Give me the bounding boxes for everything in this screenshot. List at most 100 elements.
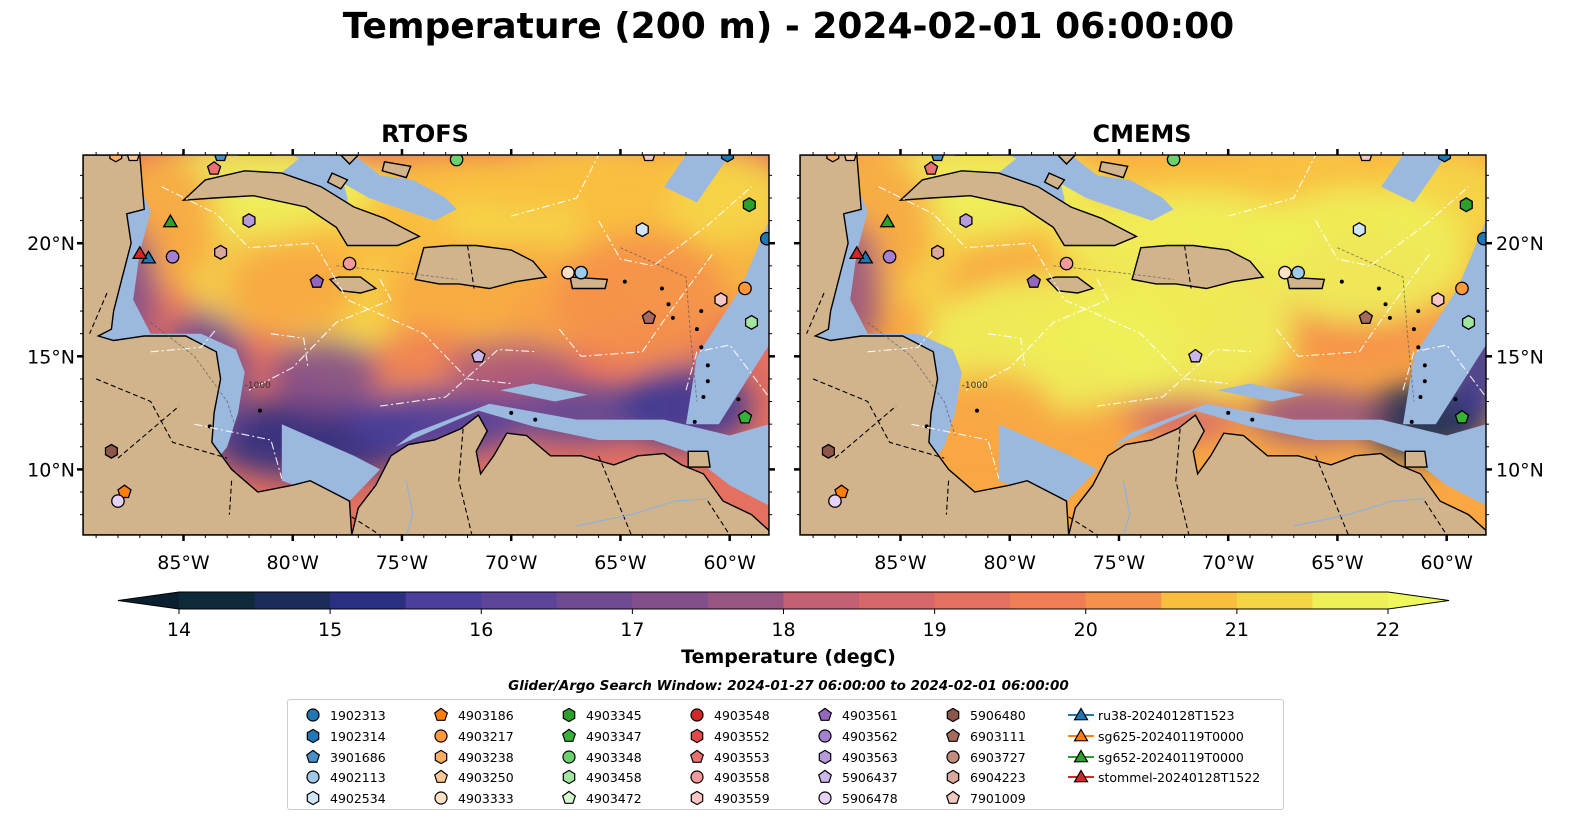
colorbar-tick-label: 18: [771, 619, 795, 641]
lon-tick-label: 85°W: [157, 552, 210, 574]
pentagon-marker-icon: [305, 749, 321, 763]
triangle-marker-icon: [1068, 707, 1094, 721]
obs-marker-6904223: [214, 244, 228, 260]
lat-tick-label: 10°N: [27, 459, 75, 481]
colorbar-bin: [254, 592, 331, 609]
land-mass: [800, 155, 1070, 535]
obs-marker-5906478: [111, 494, 125, 508]
obs-marker-4903345: [1459, 197, 1473, 213]
lon-tick-label: 65°W: [594, 552, 647, 574]
legend-item-label: 7901009: [970, 791, 1026, 807]
colorbar-bin: [1236, 592, 1314, 609]
obs-marker-sg652-20240119T0000: [879, 213, 896, 228]
obs-marker-4903186: [834, 484, 849, 499]
obs-marker-4902113: [574, 265, 588, 280]
obs-marker-5906480: [821, 443, 835, 459]
land-mass: [381, 160, 412, 179]
pentagon-marker-icon: [561, 790, 577, 805]
circle-marker-icon: [306, 770, 320, 784]
obs-marker-4903250: [126, 155, 140, 162]
colorbar-bin: [934, 592, 1011, 609]
obs-marker-stommel-20240128T1522: [848, 245, 865, 260]
land-mass: [414, 244, 548, 290]
obs-marker-4903186: [117, 484, 132, 499]
colorbar-tick-label: 17: [620, 619, 644, 641]
hexagon-marker-icon: [562, 707, 576, 723]
obs-marker-3901686: [214, 155, 228, 162]
legend-item-label: 4903250: [458, 770, 514, 786]
obs-marker-4903561: [309, 273, 325, 288]
land-mass: [1098, 160, 1129, 179]
obs-marker-1902314: [1437, 155, 1452, 163]
page-title: Temperature (200 m) - 2024-02-01 06:00:0…: [342, 6, 1235, 47]
pentagon-marker-icon: [817, 707, 833, 721]
obs-marker-4903553: [923, 160, 939, 175]
contour-label: -1000: [245, 381, 271, 391]
obs-marker-4903561: [1026, 273, 1042, 288]
map-panels: -1000 85°W 80°W 75°W 70°W 65°W 60°W 10°N 15°N 20°…: [27, 149, 1544, 574]
obs-marker-4903559: [714, 292, 728, 308]
land-mass: [1043, 172, 1066, 190]
obs-marker-1902314: [720, 155, 735, 163]
obs-marker-5906478: [828, 494, 842, 508]
legend-item-label: 4902534: [330, 791, 386, 807]
obs-marker-stommel-20240128T1522: [131, 245, 148, 260]
obs-marker-6904223: [931, 244, 945, 260]
legend-item-label: 4903217: [458, 728, 514, 744]
obs-marker-6903111: [641, 310, 657, 325]
legend-item-label: ru38-20240128T1523: [1098, 708, 1235, 723]
search-window-caption: Glider/Argo Search Window: 2024-01-27 06…: [508, 678, 1069, 694]
legend-item-label: 4903559: [714, 791, 770, 807]
obs-marker-4903562: [165, 249, 180, 264]
legend-item-label: 4903558: [714, 770, 770, 786]
triangle-marker-icon: [1068, 769, 1094, 783]
circle-marker-icon: [306, 708, 320, 722]
colorbar-bin: [1312, 592, 1389, 609]
land-mass: [1286, 276, 1326, 290]
lon-tick-label: 70°W: [485, 552, 538, 574]
land-mass: [326, 172, 349, 190]
colorbar-bin: [1010, 592, 1087, 609]
panel-title-cmems: CMEMS: [1092, 120, 1192, 148]
colorbar-bin: [481, 592, 558, 609]
colorbar-tick-label: 16: [469, 619, 493, 641]
legend-item-label: 4903345: [586, 708, 642, 723]
legend-item-label: 4903552: [714, 728, 770, 744]
land-mass: [1056, 155, 1077, 166]
land-mass: [1067, 414, 1486, 535]
contour-label: -1000: [962, 381, 988, 391]
land-mass: [83, 155, 353, 535]
lat-tick-label: 15°N: [27, 346, 75, 368]
hexagon-marker-icon: [434, 749, 448, 764]
colorbar-over-extend: [1388, 592, 1449, 609]
lon-tick-label: 70°W: [1202, 552, 1255, 574]
lon-tick-label: 60°W: [703, 552, 756, 574]
obs-marker-5906480: [104, 443, 118, 459]
hexagon-marker-icon: [306, 728, 320, 744]
hexagon-marker-icon: [306, 790, 320, 806]
lat-tick-label: 20°N: [1496, 233, 1544, 255]
legend-item-label: sg652-20240119T0000: [1098, 749, 1244, 765]
hexagon-marker-icon: [690, 790, 704, 806]
colorbar-bin: [556, 592, 633, 609]
circle-marker-icon: [818, 729, 832, 743]
obs-marker-4903558: [1059, 256, 1074, 271]
lon-tick-label: 80°W: [266, 552, 319, 574]
legend: 1902313 1902314 3901686 4902113 4902534 49031…: [287, 699, 1284, 810]
obs-marker-4903238: [109, 155, 123, 163]
circle-marker-icon: [946, 749, 960, 764]
circle-marker-icon: [434, 729, 448, 743]
obs-marker-4903348: [1166, 155, 1181, 167]
circle-marker-icon: [818, 791, 832, 805]
obs-marker-4903563: [242, 213, 256, 229]
obs-marker-5906437: [471, 348, 486, 363]
circle-marker-icon: [690, 770, 704, 784]
hexagon-marker-icon: [818, 749, 832, 764]
legend-item-label: stommel-20240128T1522: [1098, 770, 1261, 786]
pentagon-marker-icon: [945, 790, 961, 805]
legend-item-label: 1902313: [330, 708, 386, 723]
hexagon-marker-icon: [946, 770, 960, 785]
colorbar-bin: [859, 592, 936, 609]
obs-marker-4903559: [1431, 292, 1445, 308]
legend-item-label: 4903472: [586, 791, 642, 807]
